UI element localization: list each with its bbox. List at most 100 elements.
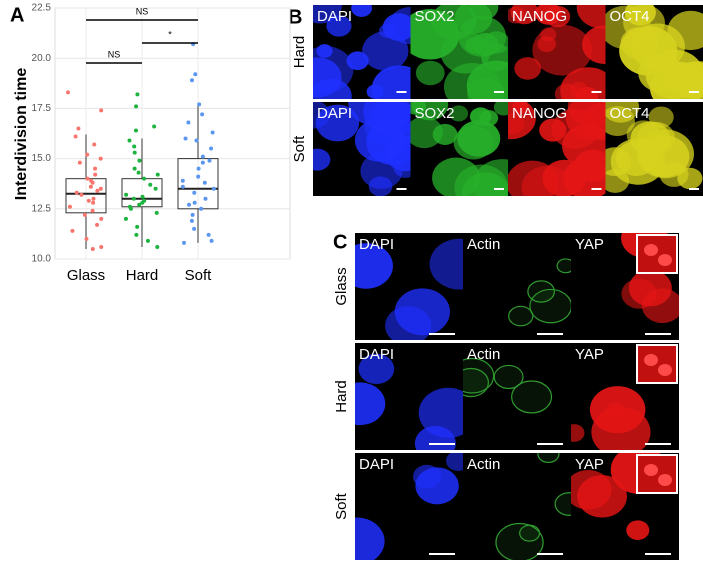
data-point xyxy=(66,90,71,95)
data-point xyxy=(154,210,159,215)
data-point xyxy=(85,152,90,157)
inset xyxy=(636,344,678,384)
colony xyxy=(467,78,505,99)
data-point xyxy=(127,204,132,209)
data-point xyxy=(155,244,160,249)
channel-label: DAPI xyxy=(359,456,394,473)
data-point xyxy=(142,176,147,181)
data-point xyxy=(67,204,72,209)
data-point xyxy=(152,124,157,129)
data-point xyxy=(134,232,139,237)
colony xyxy=(508,305,534,327)
data-point xyxy=(99,216,104,221)
data-point xyxy=(193,72,198,77)
colony xyxy=(519,524,541,542)
data-point xyxy=(196,166,201,171)
data-point xyxy=(200,160,205,165)
cells xyxy=(605,5,703,99)
channel-label: DAPI xyxy=(317,8,352,25)
colony xyxy=(508,113,525,135)
cells xyxy=(605,102,703,193)
colony xyxy=(626,520,650,541)
data-point xyxy=(137,158,142,163)
data-point xyxy=(91,200,96,205)
data-point xyxy=(180,184,185,189)
channel-label: DAPI xyxy=(359,236,394,253)
channel-label: Actin xyxy=(467,346,500,363)
panel-label: A xyxy=(10,4,24,26)
image-cell xyxy=(463,343,571,450)
cells xyxy=(508,102,606,196)
data-point xyxy=(136,170,141,175)
colony xyxy=(366,84,384,99)
y-tick-label: 10.0 xyxy=(32,254,52,265)
row-label: Hard xyxy=(333,380,350,413)
box xyxy=(121,178,163,208)
colony xyxy=(535,5,562,25)
data-point xyxy=(194,138,199,143)
row-label: Soft xyxy=(333,492,350,520)
colony xyxy=(382,13,411,41)
colony xyxy=(429,238,463,290)
colony xyxy=(571,424,585,442)
data-point xyxy=(85,176,90,181)
cells xyxy=(355,453,463,560)
significance-label: NS xyxy=(136,6,149,16)
colony xyxy=(453,125,494,160)
data-point xyxy=(92,142,97,147)
colony xyxy=(355,517,385,560)
y-tick-label: 17.5 xyxy=(32,103,52,114)
colony xyxy=(446,453,463,471)
colony xyxy=(571,469,612,510)
data-point xyxy=(131,196,136,201)
colony xyxy=(537,453,560,464)
cells xyxy=(410,102,508,196)
inset-nucleus xyxy=(644,464,658,476)
x-tick-label: Glass xyxy=(67,267,105,284)
data-point xyxy=(190,212,195,217)
data-point xyxy=(88,184,93,189)
data-point xyxy=(181,240,186,245)
significance-label: * xyxy=(168,29,172,39)
data-point xyxy=(135,92,140,97)
inset-nucleus xyxy=(644,244,658,256)
data-point xyxy=(123,216,128,221)
data-point xyxy=(93,166,98,171)
data-point xyxy=(200,154,205,159)
cells xyxy=(508,258,571,327)
colony xyxy=(575,86,599,99)
colony xyxy=(358,353,395,385)
channel-label: YAP xyxy=(575,236,604,253)
colony xyxy=(431,5,477,40)
colony xyxy=(605,147,632,176)
panel-label: B xyxy=(288,6,302,28)
data-point xyxy=(74,190,79,195)
colony xyxy=(355,243,393,289)
inset xyxy=(636,454,678,494)
colony xyxy=(677,69,703,96)
data-point xyxy=(140,200,145,205)
colony xyxy=(432,123,458,145)
data-point xyxy=(82,212,87,217)
data-point xyxy=(132,144,137,149)
channel-label: DAPI xyxy=(317,105,352,122)
data-point xyxy=(187,202,192,207)
x-tick-label: Hard xyxy=(126,267,159,284)
colony xyxy=(623,5,665,41)
data-point xyxy=(76,126,81,131)
data-point xyxy=(153,186,158,191)
data-point xyxy=(206,232,211,237)
colony xyxy=(355,382,386,426)
data-point xyxy=(95,188,100,193)
row-label: Soft xyxy=(291,135,308,163)
inset-nucleus xyxy=(644,354,658,366)
data-point xyxy=(99,108,104,113)
data-point xyxy=(133,128,138,133)
data-point xyxy=(93,172,98,177)
row-label: Hard xyxy=(291,36,308,69)
channel-label: OCT4 xyxy=(610,105,650,122)
data-point xyxy=(91,196,96,201)
data-point xyxy=(209,146,214,151)
colony xyxy=(410,102,426,115)
data-point xyxy=(90,208,95,213)
